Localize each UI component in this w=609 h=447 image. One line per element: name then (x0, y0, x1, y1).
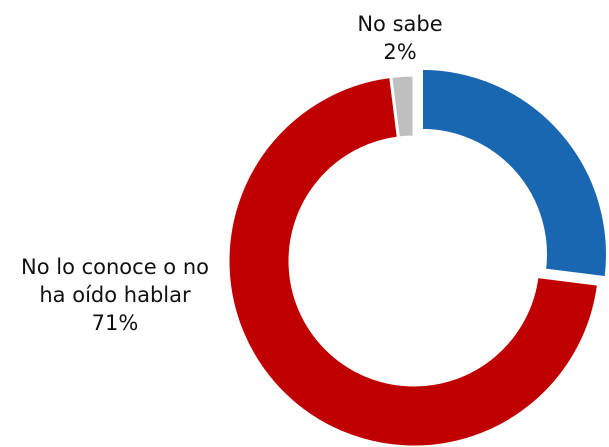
slice (226, 74, 601, 447)
category-label: No sabe (357, 12, 443, 36)
value-label: 71% (91, 311, 139, 335)
category-label: No lo conoce o no ha oído hablar (21, 255, 209, 307)
slice-label: No sabe 2% (320, 10, 480, 66)
slice-label: No lo conoce o no ha oído hablar 71% (2, 253, 228, 337)
slice (420, 66, 609, 280)
slice (389, 73, 416, 140)
value-label: 2% (383, 40, 417, 64)
